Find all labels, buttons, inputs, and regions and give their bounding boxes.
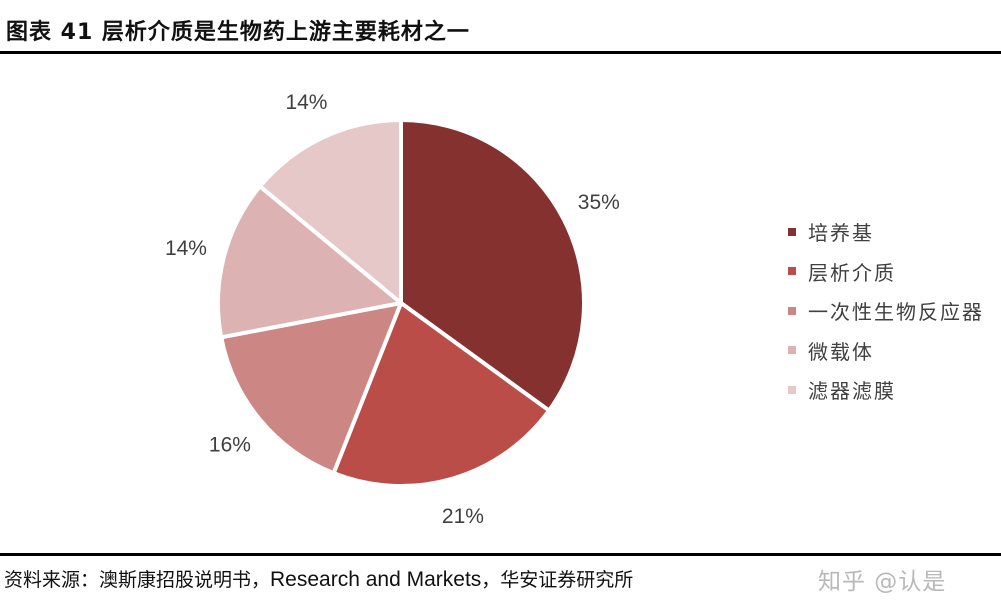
legend-label: 层析介质 <box>808 260 896 285</box>
slice-culture-medium <box>399 118 586 413</box>
pie-value-label: 21% <box>442 505 484 528</box>
pie-slices <box>216 118 586 488</box>
source-suffix: ，华安证券研究所 <box>481 569 634 591</box>
source-note: 资料来源：澳斯康招股说明书，Research and Markets，华安证券研… <box>4 565 633 592</box>
pie-value-label: 35% <box>578 191 620 214</box>
slice-chromatography-media <box>331 301 552 488</box>
legend-swatch-icon <box>788 227 796 236</box>
legend-swatch-icon <box>788 346 796 355</box>
slice-filter-membrane <box>257 118 403 305</box>
watermark: 知乎 @认是 <box>818 569 947 595</box>
legend-item-culture-medium: 培养基 <box>788 212 984 252</box>
figure-title: 图表 41 层析介质是生物药上游主要耗材之一 <box>6 20 470 45</box>
legend-swatch-icon <box>788 385 796 394</box>
legend-label: 滤器滤膜 <box>808 379 896 404</box>
slice-microcarrier <box>216 184 403 340</box>
chart-legend: 培养基 层析介质 一次性生物反应器 微载体 滤器滤膜 <box>788 212 984 410</box>
pie-value-labels: 35% 21% 16% 14% 14% <box>165 91 620 528</box>
legend-item-chromatography-media: 层析介质 <box>788 252 984 292</box>
legend-item-filter-membrane: 滤器滤膜 <box>788 370 984 410</box>
legend-item-single-use-bioreactor: 一次性生物反应器 <box>788 291 984 331</box>
slice-single-use-bioreactor <box>219 301 403 476</box>
source-prefix: 资料来源：澳斯康招股说明书， <box>4 569 271 591</box>
legend-swatch-icon <box>788 267 796 276</box>
bottom-divider <box>0 553 1001 556</box>
pie-value-label: 16% <box>209 434 251 457</box>
legend-swatch-icon <box>788 306 796 315</box>
top-divider <box>0 51 1001 54</box>
pie-value-label: 14% <box>165 237 207 260</box>
legend-item-microcarrier: 微载体 <box>788 331 984 371</box>
legend-label: 微载体 <box>808 339 874 364</box>
pie-value-label: 14% <box>285 91 327 114</box>
source-english: Research and Markets <box>270 568 482 591</box>
legend-label: 一次性生物反应器 <box>808 300 984 325</box>
legend-label: 培养基 <box>808 221 874 246</box>
